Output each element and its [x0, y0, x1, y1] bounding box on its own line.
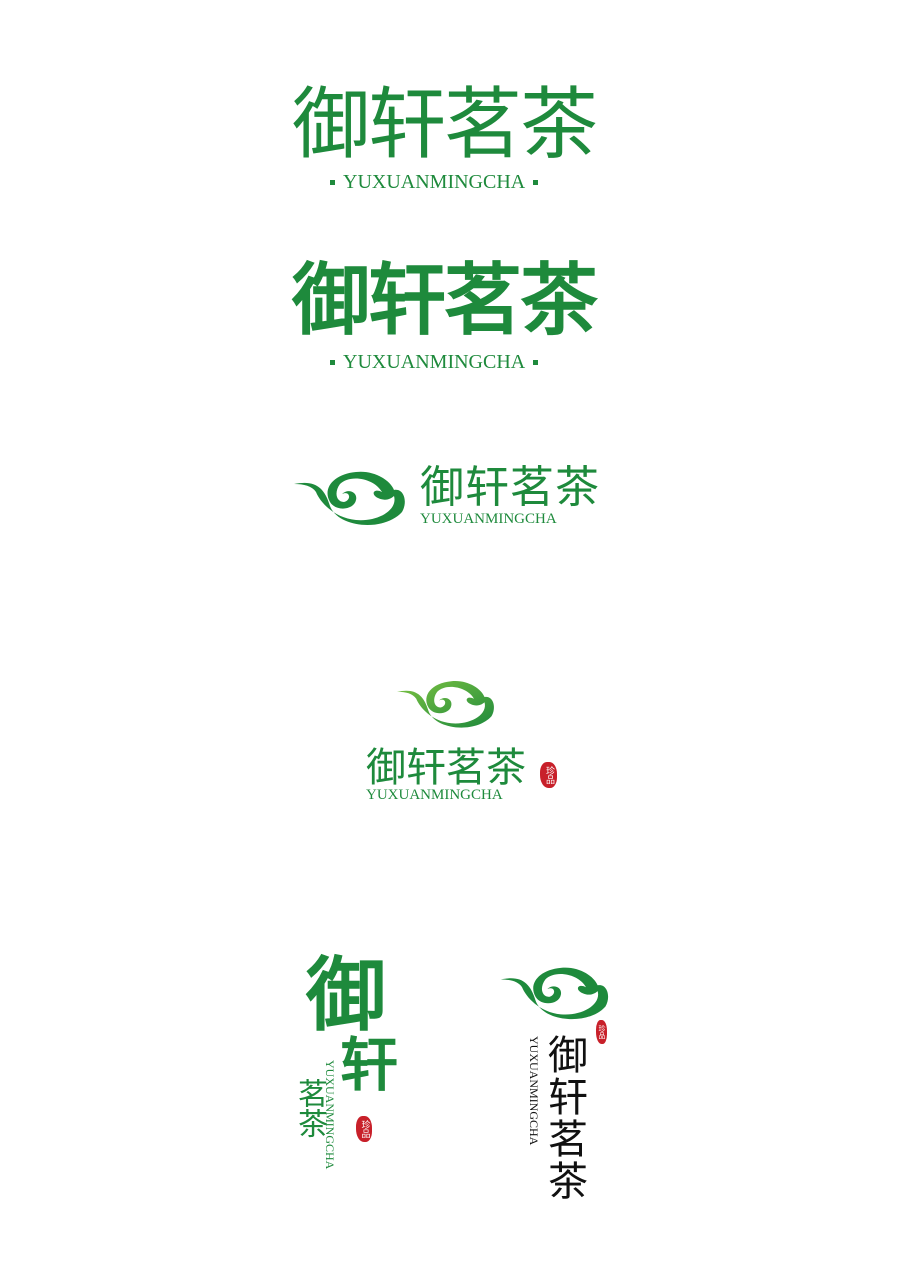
- logo3-pinyin: YUXUANMINGCHA: [420, 511, 557, 527]
- square-bullet-icon: [330, 179, 335, 185]
- logo5-pinyin: YUXUANMINGCHA: [323, 1060, 337, 1170]
- logo4-title: 御轩茗茶: [366, 745, 526, 791]
- logo6-seal: 珍品: [596, 1020, 607, 1044]
- square-bullet-icon: [533, 179, 539, 185]
- logo5-small-chars: 茗茶: [292, 1078, 327, 1138]
- logo2-pinyin: YUXUANMINGCHA: [343, 351, 526, 373]
- logo3-title: 御轩茗茶: [420, 462, 600, 513]
- logo2-subtitle-row: YUXUANMINGCHA: [330, 351, 539, 373]
- swirl-teapot-icon: [294, 471, 405, 525]
- swirl-teapot-icon: [500, 967, 609, 1020]
- logo5-seal: 珍品: [356, 1116, 372, 1142]
- logo4-pinyin: YUXUANMINGCHA: [366, 787, 503, 803]
- logo1-title: 御轩茗茶: [292, 80, 598, 170]
- logo6-title: 御轩茗茶: [541, 1034, 587, 1202]
- logo5-big-char-1: 御: [306, 949, 386, 1042]
- square-bullet-icon: [533, 359, 539, 365]
- swirl-teapot-icon: [397, 681, 494, 728]
- logo6-pinyin: YUXUANMINGCHA: [527, 1036, 541, 1146]
- logo1-subtitle-row: YUXUANMINGCHA: [330, 171, 539, 193]
- logo1-pinyin: YUXUANMINGCHA: [343, 171, 526, 193]
- logo2-title: 御轩茗茶: [292, 256, 598, 346]
- logo5-big-char-2: 轩: [340, 1031, 399, 1099]
- logo4-seal: 珍品: [540, 762, 557, 788]
- square-bullet-icon: [330, 359, 335, 365]
